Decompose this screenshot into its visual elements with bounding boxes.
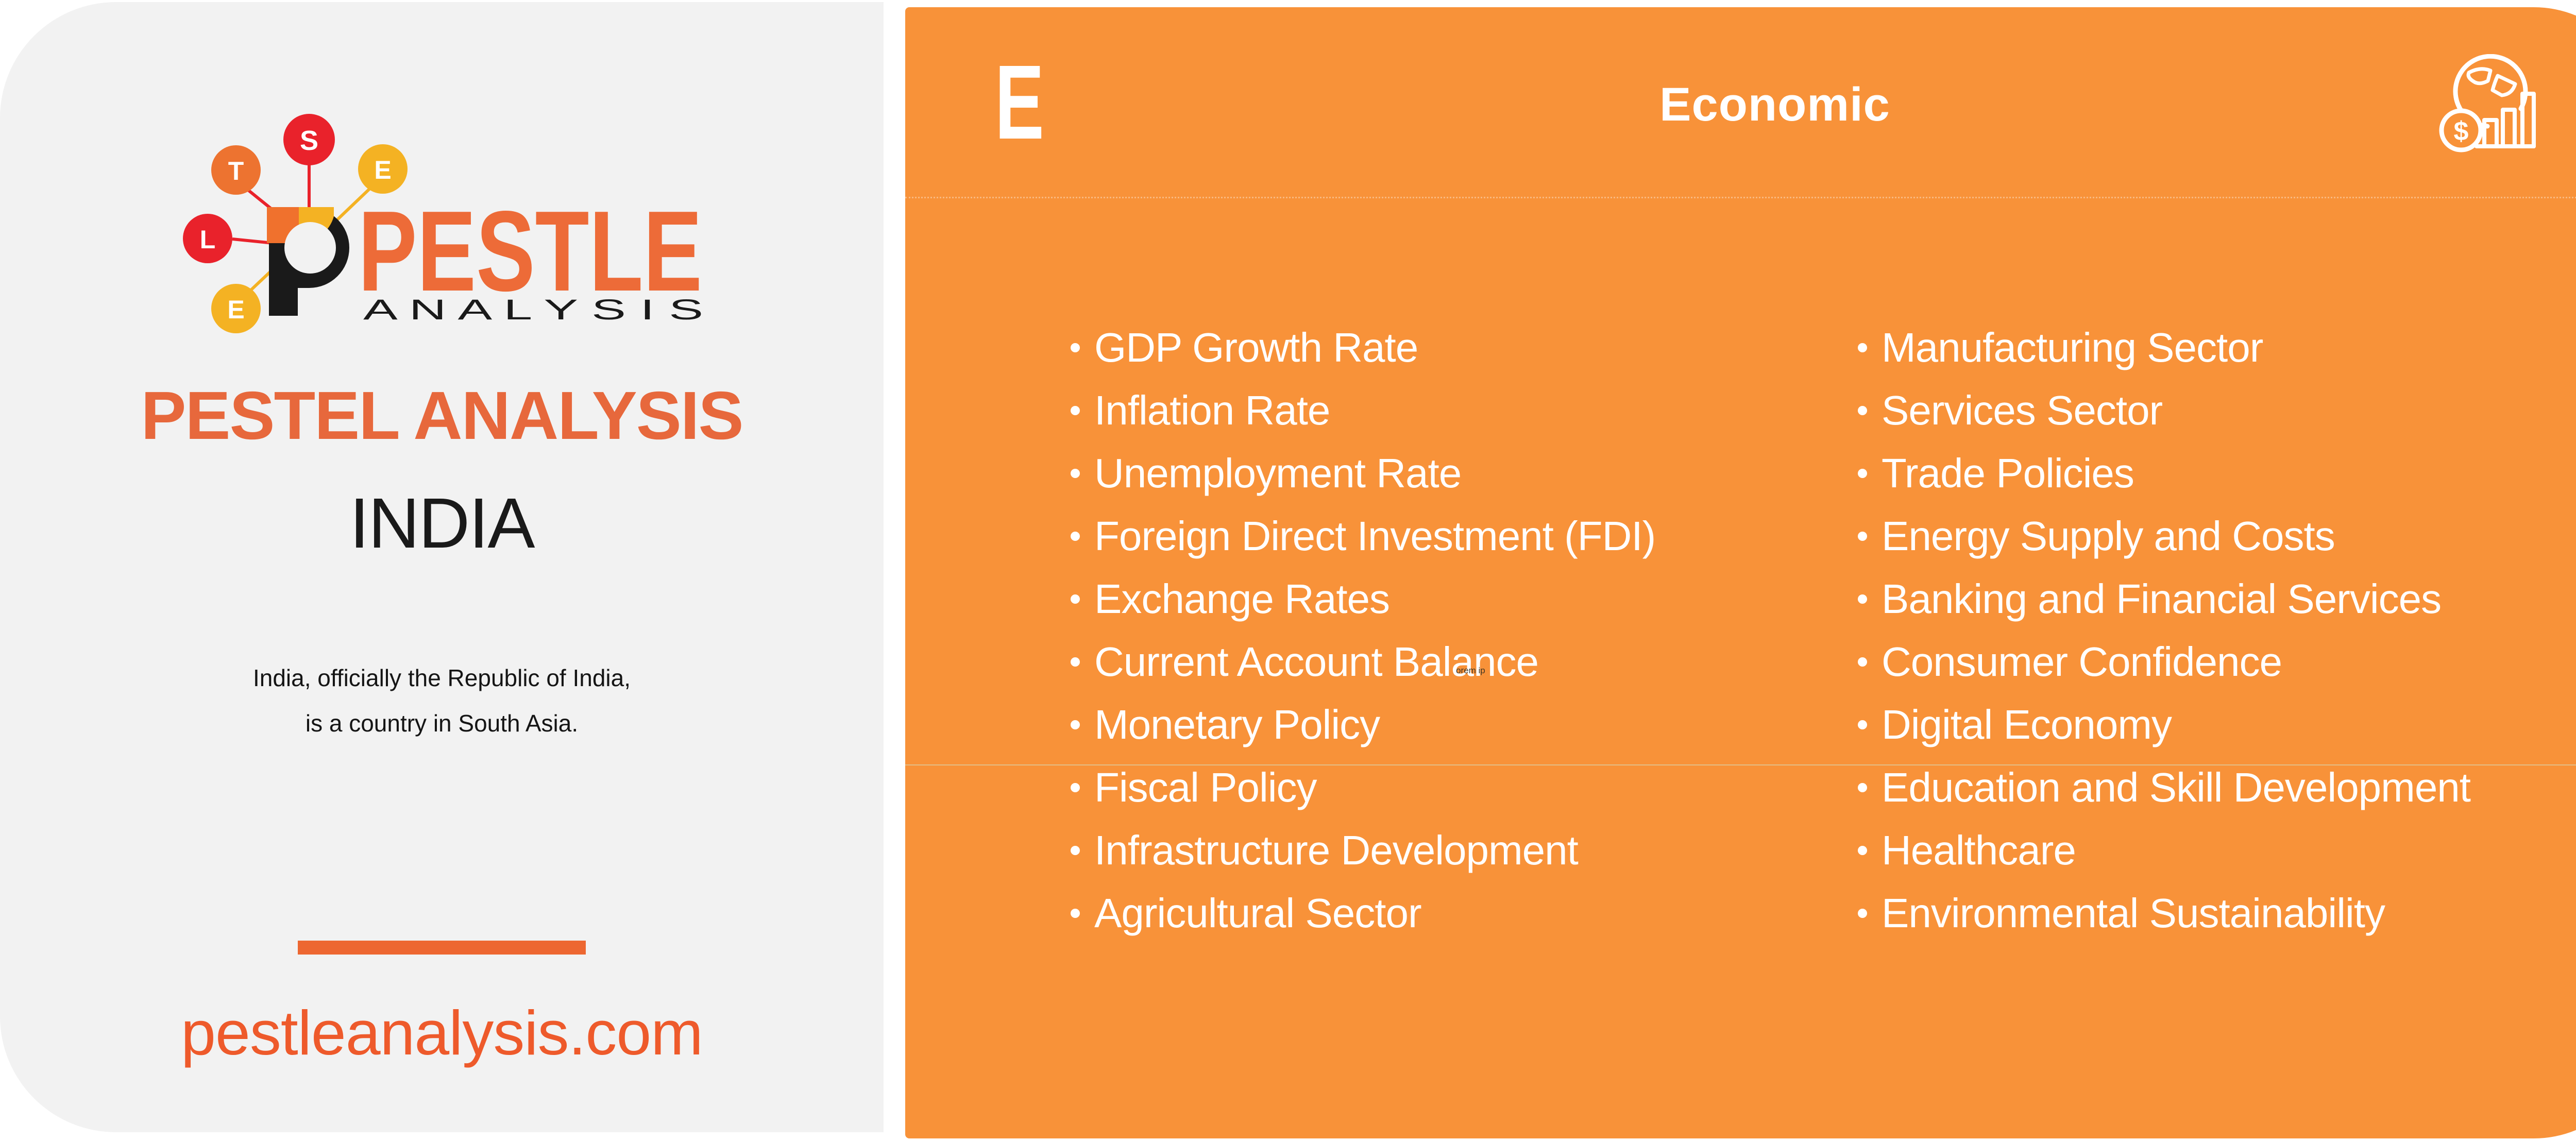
list-item: Inflation Rate <box>1071 379 1655 442</box>
bullet-icon <box>1858 657 1867 667</box>
list-item: Fiscal Policy <box>1071 756 1655 819</box>
list-item: Agricultural Sector <box>1071 882 1655 945</box>
bullet-icon <box>1071 846 1080 855</box>
globe-continent <box>2490 74 2517 97</box>
list-item: Energy Supply and Costs <box>1858 505 2470 568</box>
balloon-letter: E <box>227 295 244 324</box>
logo-wordmark-sub: A N A L Y S I S <box>363 293 703 326</box>
list-item-label: Digital Economy <box>1882 702 2172 747</box>
list-item: Exchange Rates <box>1071 568 1655 631</box>
list-item-label: Fiscal Policy <box>1094 764 1317 810</box>
logo-balloon-t: T <box>211 145 261 195</box>
list-item-label: Banking and Financial Services <box>1882 576 2442 622</box>
divider-bar <box>298 941 586 955</box>
list-item: Consumer Confidence <box>1858 631 2470 693</box>
description-line: India, officially the Republic of India, <box>252 665 631 691</box>
list-item: Infrastructure Development <box>1071 819 1655 882</box>
bullet-icon <box>1071 406 1080 415</box>
logo-p-glyph <box>267 207 349 316</box>
bullet-icon <box>1858 909 1867 918</box>
bullet-icon <box>1071 783 1080 792</box>
list-item-label: Services Sector <box>1882 387 2163 433</box>
bullet-icon <box>1858 594 1867 604</box>
pestle-analysis-logo: T S E L E PESTLE A N A L Y S I S <box>183 114 703 333</box>
chart-bar <box>2501 108 2517 148</box>
list-item: Banking and Financial Services <box>1858 568 2470 631</box>
bullet-icon <box>1071 532 1080 541</box>
dollar-symbol: $ <box>2454 116 2469 146</box>
bullet-icon <box>1858 532 1867 541</box>
list-item: Current Account Balance <box>1071 631 1655 693</box>
list-item-label: Manufacturing Sector <box>1882 325 2263 370</box>
list-item: Unemployment Rate <box>1071 442 1655 505</box>
globe-continent <box>2466 67 2493 86</box>
bullet-icon <box>1071 594 1080 604</box>
section-letter: E <box>995 43 1044 161</box>
logo-balloon-e-bottom: E <box>211 284 261 333</box>
balloon-letter: L <box>200 225 216 254</box>
list-item: Education and Skill Development <box>1858 756 2471 819</box>
panel-seam-line <box>905 764 2576 765</box>
dollar-coin-icon: $ <box>2439 108 2483 152</box>
logo-balloon-e-top: E <box>358 144 408 194</box>
panel-seam-line <box>905 197 2576 198</box>
economic-factors-panel: E Economic $ GDP <box>905 7 2576 1138</box>
list-item: GDP Growth Rate <box>1071 316 1655 379</box>
list-item-label: Education and Skill Development <box>1882 764 2471 810</box>
list-item: Trade Policies <box>1858 442 2470 505</box>
list-item-label: Inflation Rate <box>1094 387 1330 433</box>
list-item-label: Trade Policies <box>1882 450 2134 496</box>
list-item: Healthcare <box>1858 819 2470 882</box>
logo-balloon-s: S <box>283 114 335 165</box>
factors-column-left: GDP Growth Rate Inflation Rate Unemploymen… <box>1071 316 1656 945</box>
list-item-label: Monetary Policy <box>1094 702 1380 747</box>
bullet-icon <box>1858 720 1867 729</box>
list-item: Manufacturing Sector <box>1858 316 2470 379</box>
logo-balloon-l: L <box>183 214 232 263</box>
bullet-icon <box>1071 909 1080 918</box>
bullet-icon <box>1071 720 1080 729</box>
left-info-panel: T S E L E PESTLE A N A L Y S I S PESTEL <box>0 2 884 1132</box>
country-title: INDIA <box>349 484 535 563</box>
list-item-label: Unemployment Rate <box>1094 450 1462 496</box>
description-line: is a country in South Asia. <box>305 710 579 737</box>
list-item-label: Foreign Direct Investment (FDI) <box>1094 513 1656 559</box>
list-item-label: Current Account Balance <box>1094 639 1539 685</box>
list-item: Services Sector <box>1858 379 2470 442</box>
list-item-label: Agricultural Sector <box>1094 890 1422 936</box>
list-item-label: Consumer Confidence <box>1882 639 2282 685</box>
website-link[interactable]: pestleanalysis.com <box>181 998 703 1068</box>
page-title: PESTEL ANALYSIS <box>141 378 743 453</box>
list-item-label: Environmental Sustainability <box>1882 890 2385 936</box>
bullet-icon <box>1858 469 1867 478</box>
list-item-label: GDP Growth Rate <box>1094 325 1418 370</box>
list-item: Digital Economy <box>1858 693 2470 756</box>
print-artifact-text: orem ip <box>1456 666 1485 675</box>
list-item: Foreign Direct Investment (FDI) <box>1071 505 1656 568</box>
balloon-letter: E <box>374 156 391 184</box>
economy-globe-dollar-bar-chart-icon: $ <box>2439 54 2536 152</box>
list-item-label: Exchange Rates <box>1094 576 1390 622</box>
bullet-icon <box>1858 343 1867 352</box>
balloon-letter: T <box>228 157 244 185</box>
bullet-icon <box>1858 783 1867 792</box>
list-item-label: Infrastructure Development <box>1094 827 1579 873</box>
list-item: Environmental Sustainability <box>1858 882 2470 945</box>
chart-bar <box>2482 118 2499 148</box>
balloon-letter: S <box>300 125 318 156</box>
bullet-icon <box>1071 657 1080 667</box>
bullet-icon <box>1858 406 1867 415</box>
list-item: Monetary Policy <box>1071 693 1655 756</box>
bullet-icon <box>1858 846 1867 855</box>
chart-bar <box>2520 92 2536 148</box>
country-description: India, officially the Republic of India,… <box>0 655 884 746</box>
bullet-icon <box>1071 469 1080 478</box>
section-heading: Economic <box>1659 78 1890 131</box>
list-item-label: Energy Supply and Costs <box>1882 513 2335 559</box>
factors-column-right: Manufacturing Sector Services Sector Trade… <box>1858 316 2471 945</box>
bullet-icon <box>1071 343 1080 352</box>
logo-wordmark: PESTLE <box>358 188 702 315</box>
list-item-label: Healthcare <box>1882 827 2076 873</box>
